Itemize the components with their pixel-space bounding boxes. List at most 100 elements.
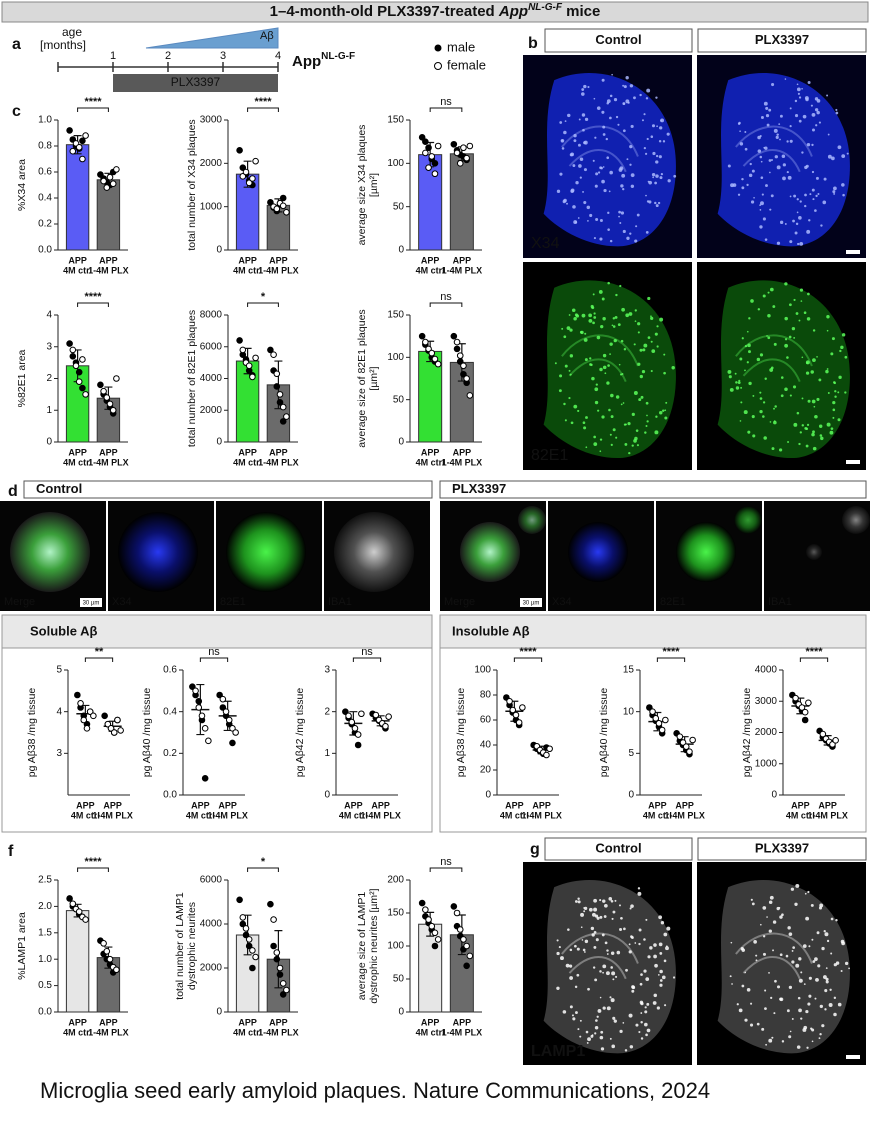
- plaque-dot: [573, 317, 577, 321]
- plaque-dot: [600, 1030, 604, 1034]
- scale-label: 30 µm: [83, 601, 100, 607]
- plaque-dot: [740, 401, 743, 404]
- plaque-dot: [789, 107, 792, 110]
- female-point: [453, 149, 461, 157]
- x-tick-label: 1-4M PLX: [442, 457, 483, 467]
- plaque-dot: [639, 982, 643, 986]
- plaque-dot: [837, 1002, 842, 1007]
- plaque-dot: [808, 994, 812, 998]
- plaque-dot: [812, 358, 816, 363]
- plaque-dot: [650, 316, 654, 320]
- x-tick-label: 4M ctrl: [63, 457, 92, 467]
- y-tick-label: 1: [46, 405, 52, 416]
- channel-label: IBA1: [328, 596, 352, 608]
- x-tick-label: APP: [344, 800, 363, 810]
- plaque-dot: [835, 111, 839, 115]
- plaque-dot: [666, 132, 670, 136]
- plaque-dot: [577, 217, 580, 219]
- plaque-dot: [616, 950, 621, 955]
- plaque-dot: [773, 407, 775, 410]
- plaque-dot: [750, 898, 753, 901]
- x-tick-label: APP: [218, 800, 237, 810]
- plaque-dot: [662, 140, 666, 143]
- male-point: [66, 895, 73, 902]
- plaque-dot: [655, 154, 659, 158]
- plaque-dot: [811, 432, 815, 437]
- female-point: [75, 144, 83, 151]
- plaque-dot: [571, 1014, 574, 1017]
- plaque-dot: [801, 356, 804, 359]
- plaque-dot: [606, 99, 611, 104]
- scale-bar: [846, 1055, 860, 1059]
- y-axis-label: pg Aβ38 /mg tissue: [455, 688, 467, 778]
- plaque-dot: [833, 193, 836, 195]
- male-point: [450, 140, 458, 148]
- plaque-dot: [558, 389, 562, 393]
- plaque-dot: [579, 176, 582, 179]
- plaque-dot: [617, 123, 620, 126]
- plaque-dot: [596, 106, 601, 110]
- female-point: [69, 147, 77, 155]
- plaque-dot: [663, 371, 666, 375]
- plaque-dot: [602, 317, 606, 321]
- y-tick-label: 0: [216, 437, 222, 448]
- female-point: [649, 708, 656, 715]
- plaque-dot: [640, 1001, 644, 1006]
- plaque-dot: [779, 953, 783, 957]
- plaque-dot: [750, 1002, 753, 1005]
- female-point: [201, 725, 209, 732]
- plaque-dot: [645, 977, 650, 981]
- plaque-dot: [609, 996, 612, 999]
- plaque-dot: [806, 1046, 809, 1049]
- plaque-dot: [753, 196, 755, 199]
- male-point: [418, 899, 426, 907]
- male-point: [354, 741, 362, 749]
- plaque-dot: [609, 116, 612, 120]
- plaque-dot: [750, 200, 755, 204]
- channel-label: Merge: [4, 596, 35, 608]
- plaque-dot: [593, 97, 596, 100]
- plaque-dot: [640, 1012, 643, 1014]
- plaque-dot: [814, 414, 818, 419]
- plaque-dot: [658, 155, 662, 159]
- plaque-dot: [784, 338, 788, 341]
- plaque-dot: [651, 349, 656, 354]
- plaque-dot: [650, 135, 654, 138]
- male-point: [450, 903, 458, 910]
- plaque-dot: [599, 219, 603, 223]
- plaque-dot: [631, 989, 635, 993]
- plaque-dot: [609, 94, 613, 98]
- plaque-dot: [806, 361, 809, 365]
- female-point: [460, 144, 467, 152]
- plaque-dot: [565, 963, 570, 968]
- plaque-dot: [827, 392, 830, 394]
- plaque-dot: [640, 395, 644, 399]
- female-point: [276, 391, 284, 398]
- female-point: [107, 725, 115, 732]
- y-tick-label: 1: [324, 748, 330, 759]
- timeline-label: age: [62, 25, 82, 39]
- significance-label: **: [95, 646, 104, 658]
- plaque-dot: [656, 345, 659, 348]
- plaque-dot: [648, 200, 652, 204]
- plaque-dot: [759, 135, 762, 138]
- plaque-dot: [835, 919, 838, 922]
- plaque-dot: [567, 928, 570, 931]
- plaque-dot: [639, 93, 642, 97]
- x-tick-label: APP: [648, 800, 667, 810]
- plaque-dot: [796, 87, 801, 92]
- plaque-dot: [581, 313, 586, 318]
- female-point: [345, 712, 352, 720]
- panel-letter: b: [528, 35, 538, 52]
- plaque-dot: [801, 87, 803, 90]
- x-tick-label: 1-4M PLX: [88, 265, 129, 275]
- plaque-dot: [759, 209, 762, 211]
- plaque-dot: [831, 337, 835, 341]
- plaque-dot: [761, 193, 764, 196]
- y-tick-label: 1.0: [38, 115, 52, 126]
- plaque-dot: [643, 343, 648, 348]
- plaque-dot: [646, 414, 648, 417]
- male-point: [66, 127, 73, 134]
- plaque-dot: [595, 938, 599, 942]
- plaque-dot: [594, 1032, 597, 1035]
